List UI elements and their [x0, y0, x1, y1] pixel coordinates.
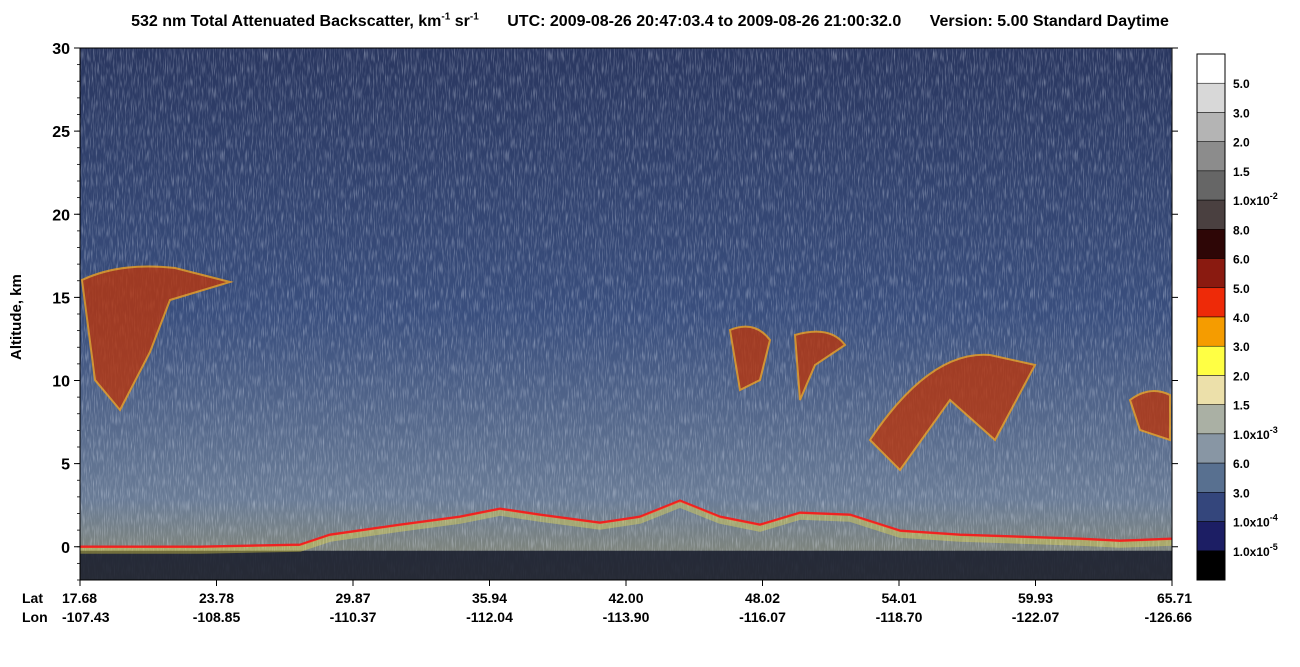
- lon-tick-label: -110.37: [330, 609, 377, 625]
- subsurface-region: [80, 550, 1172, 580]
- lon-tick-label: -122.07: [1012, 609, 1060, 625]
- cirrus-cloud-left: [80, 265, 234, 412]
- colorbar: 5.0 3.0 2.0 1.5 1.0x10-2 8.0 6.0 5.0 4.0 3.0 2.0 1.…: [1196, 53, 1278, 581]
- colorbar-swatch: [1196, 141, 1226, 172]
- plot-area: [79, 47, 1173, 581]
- lon-tick-label: -126.66: [1145, 609, 1193, 625]
- colorbar-label: 2.0: [1233, 369, 1250, 383]
- colorbar-label: 1.0x10-2: [1233, 191, 1278, 208]
- colorbar-swatch: [1196, 345, 1226, 376]
- y-tick-label: 0: [61, 540, 70, 557]
- colorbar-label: 3.0: [1233, 106, 1250, 120]
- lon-axis-label: Lon: [22, 609, 48, 625]
- colorbar-label: 1.5: [1233, 399, 1250, 413]
- colorbar-swatch: [1196, 170, 1226, 201]
- colorbar-swatch: [1196, 492, 1226, 522]
- colorbar-swatch: [1196, 316, 1226, 347]
- colorbar-swatch: [1196, 82, 1226, 113]
- y-tick-label: 25: [52, 124, 70, 141]
- colorbar-swatch: [1196, 375, 1226, 405]
- colorbar-label: 1.5: [1233, 165, 1250, 179]
- y-tick-label: 10: [52, 374, 70, 391]
- colorbar-label: 5.0: [1233, 282, 1250, 296]
- colorbar-label: 2.0: [1233, 136, 1250, 150]
- x-axis: Lat Lon 17.68 -107.43 23.78 -108.85 29.87 -110.…: [22, 580, 1192, 625]
- colorbar-frame: [1196, 53, 1226, 581]
- colorbar-label-exponent: -2: [1270, 191, 1278, 201]
- colorbar-swatch: [1196, 287, 1226, 318]
- y-tick-label: 20: [52, 207, 70, 224]
- title-product: 532 nm Total Attenuated Backscatter, km-…: [131, 12, 479, 31]
- lat-tick-label: 17.68: [62, 590, 97, 606]
- colorbar-swatch: [1196, 462, 1226, 493]
- colorbar-swatch: [1196, 433, 1226, 464]
- y-tick-label: 5: [61, 457, 70, 474]
- y-axis: 30 25 20 15 10 5 0: [52, 41, 1178, 581]
- surface-aerosol-band: [80, 501, 1173, 554]
- colorbar-label-exponent: -5: [1270, 542, 1278, 552]
- colorbar-label: 4.0: [1233, 311, 1250, 325]
- cloud-edge-right: [1128, 390, 1171, 442]
- colorbar-swatch: [1196, 229, 1226, 259]
- colorbar-label: 8.0: [1233, 223, 1250, 237]
- title-version: Version: 5.00 Standard Daytime: [929, 13, 1169, 31]
- signal-noise: [80, 48, 1172, 580]
- lat-tick-label: 59.93: [1018, 590, 1053, 606]
- colorbar-label: 1.0x10-5: [1233, 542, 1278, 559]
- lat-tick-label: 29.87: [335, 590, 370, 606]
- colorbar-label: 5.0: [1233, 77, 1250, 91]
- chart-title: 532 nm Total Attenuated Backscatter, km-…: [0, 12, 1300, 31]
- colorbar-label: 6.0: [1233, 457, 1250, 471]
- colorbar-swatch: [1196, 550, 1226, 581]
- colorbar-label: 3.0: [1233, 340, 1250, 354]
- lat-tick-label: 48.02: [745, 590, 780, 606]
- lat-tick-label: 65.71: [1157, 590, 1192, 606]
- colorbar-swatch: [1196, 404, 1226, 435]
- lat-tick-label: 42.00: [608, 590, 643, 606]
- colorbar-label: 6.0: [1233, 253, 1250, 267]
- lon-tick-label: -118.70: [876, 609, 923, 625]
- lon-tick-label: -108.85: [193, 609, 241, 625]
- surface-return-line: [80, 499, 1173, 548]
- colorbar-label: 3.0: [1233, 486, 1250, 500]
- title-utc: UTC: 2009-08-26 20:47:03.4 to 2009-08-26…: [507, 13, 902, 31]
- lat-tick-label: 35.94: [472, 590, 507, 606]
- cirrus-cloud-right: [868, 353, 1037, 472]
- colorbar-swatch: [1196, 521, 1226, 552]
- lat-tick-label: 23.78: [199, 590, 234, 606]
- lon-tick-label: -116.07: [739, 609, 786, 625]
- lon-tick-label: -112.04: [466, 609, 513, 625]
- colorbar-label: 1.0x10-3: [1233, 425, 1278, 442]
- cloud-mid-2: [793, 330, 847, 401]
- colorbar-swatch: [1196, 199, 1226, 230]
- colorbar-swatch: [1196, 112, 1226, 142]
- y-tick-label: 15: [52, 290, 70, 307]
- lat-axis-label: Lat: [22, 590, 43, 606]
- cloud-mid-1: [728, 325, 772, 392]
- lon-tick-label: -113.90: [603, 609, 650, 625]
- colorbar-label-exponent: -3: [1270, 425, 1278, 435]
- lat-tick-label: 54.01: [881, 590, 916, 606]
- lon-tick-label: -107.43: [62, 609, 110, 625]
- colorbar-label: 1.0x10-4: [1233, 513, 1278, 530]
- colorbar-swatch: [1196, 258, 1226, 289]
- colorbar-swatch: [1196, 53, 1226, 84]
- y-tick-label: 30: [52, 41, 70, 58]
- colorbar-label-exponent: -4: [1270, 513, 1278, 523]
